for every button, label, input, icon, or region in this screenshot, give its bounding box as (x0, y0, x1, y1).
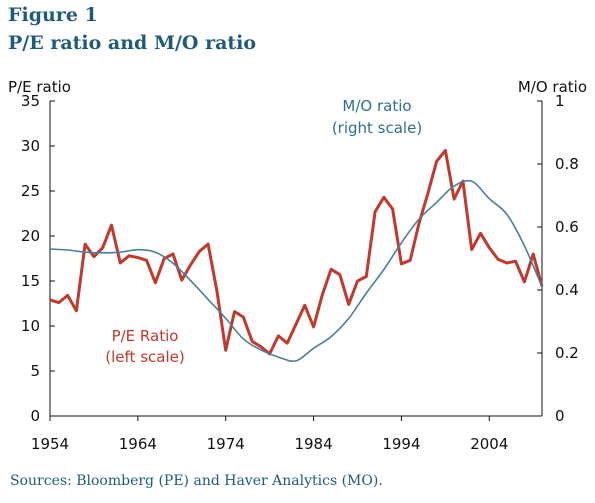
right-axis-title: M/O ratio (518, 78, 587, 96)
mo-annotation-line1: M/O ratio (342, 97, 411, 115)
figure-label: Figure 1 (8, 4, 98, 26)
left-tick-label: 25 (21, 182, 40, 200)
x-tick-label: 2004 (470, 435, 508, 453)
series-layer (49, 149, 544, 363)
x-axis-ticks: 1954 1964 1974 1984 1994 2004 (31, 416, 508, 453)
mo-ratio-line (49, 179, 543, 363)
right-tick-label: 0.8 (555, 155, 579, 173)
right-tick-label: 0.6 (555, 218, 579, 236)
x-tick-label: 1954 (31, 435, 69, 453)
left-tick-label: 20 (21, 227, 40, 245)
left-tick-label: 10 (21, 317, 40, 335)
right-tick-label: 0.4 (555, 281, 579, 299)
left-tick-label: 5 (30, 362, 40, 380)
axis-titles: P/E ratio M/O ratio (8, 78, 587, 96)
right-tick-label: 0 (555, 407, 565, 425)
annotations: M/O ratio (right scale) P/E Ratio (left … (105, 97, 422, 366)
x-tick-label: 1994 (382, 435, 420, 453)
left-tick-label: 0 (30, 407, 40, 425)
left-tick-label: 35 (21, 92, 40, 110)
left-axis-ticks: 0 5 10 15 20 25 30 35 (21, 92, 55, 425)
left-tick-label: 15 (21, 272, 40, 290)
pe-annotation-line1: P/E Ratio (112, 327, 179, 345)
left-tick-label: 30 (21, 137, 40, 155)
pe-ratio-line (49, 149, 544, 356)
right-axis-ticks: 0 0.2 0.4 0.6 0.8 1 (537, 92, 579, 425)
axes (49, 101, 543, 417)
mo-annotation-line2: (right scale) (332, 119, 422, 137)
x-tick-label: 1964 (119, 435, 157, 453)
x-tick-label: 1974 (207, 435, 245, 453)
figure-title: P/E ratio and M/O ratio (8, 32, 257, 54)
x-tick-label: 1984 (294, 435, 332, 453)
left-axis-title: P/E ratio (8, 78, 71, 96)
pe-annotation-line2: (left scale) (105, 348, 184, 366)
right-tick-label: 0.2 (555, 344, 579, 362)
right-tick-label: 1 (555, 92, 565, 110)
source-note: Sources: Bloomberg (PE) and Haver Analyt… (10, 473, 383, 489)
